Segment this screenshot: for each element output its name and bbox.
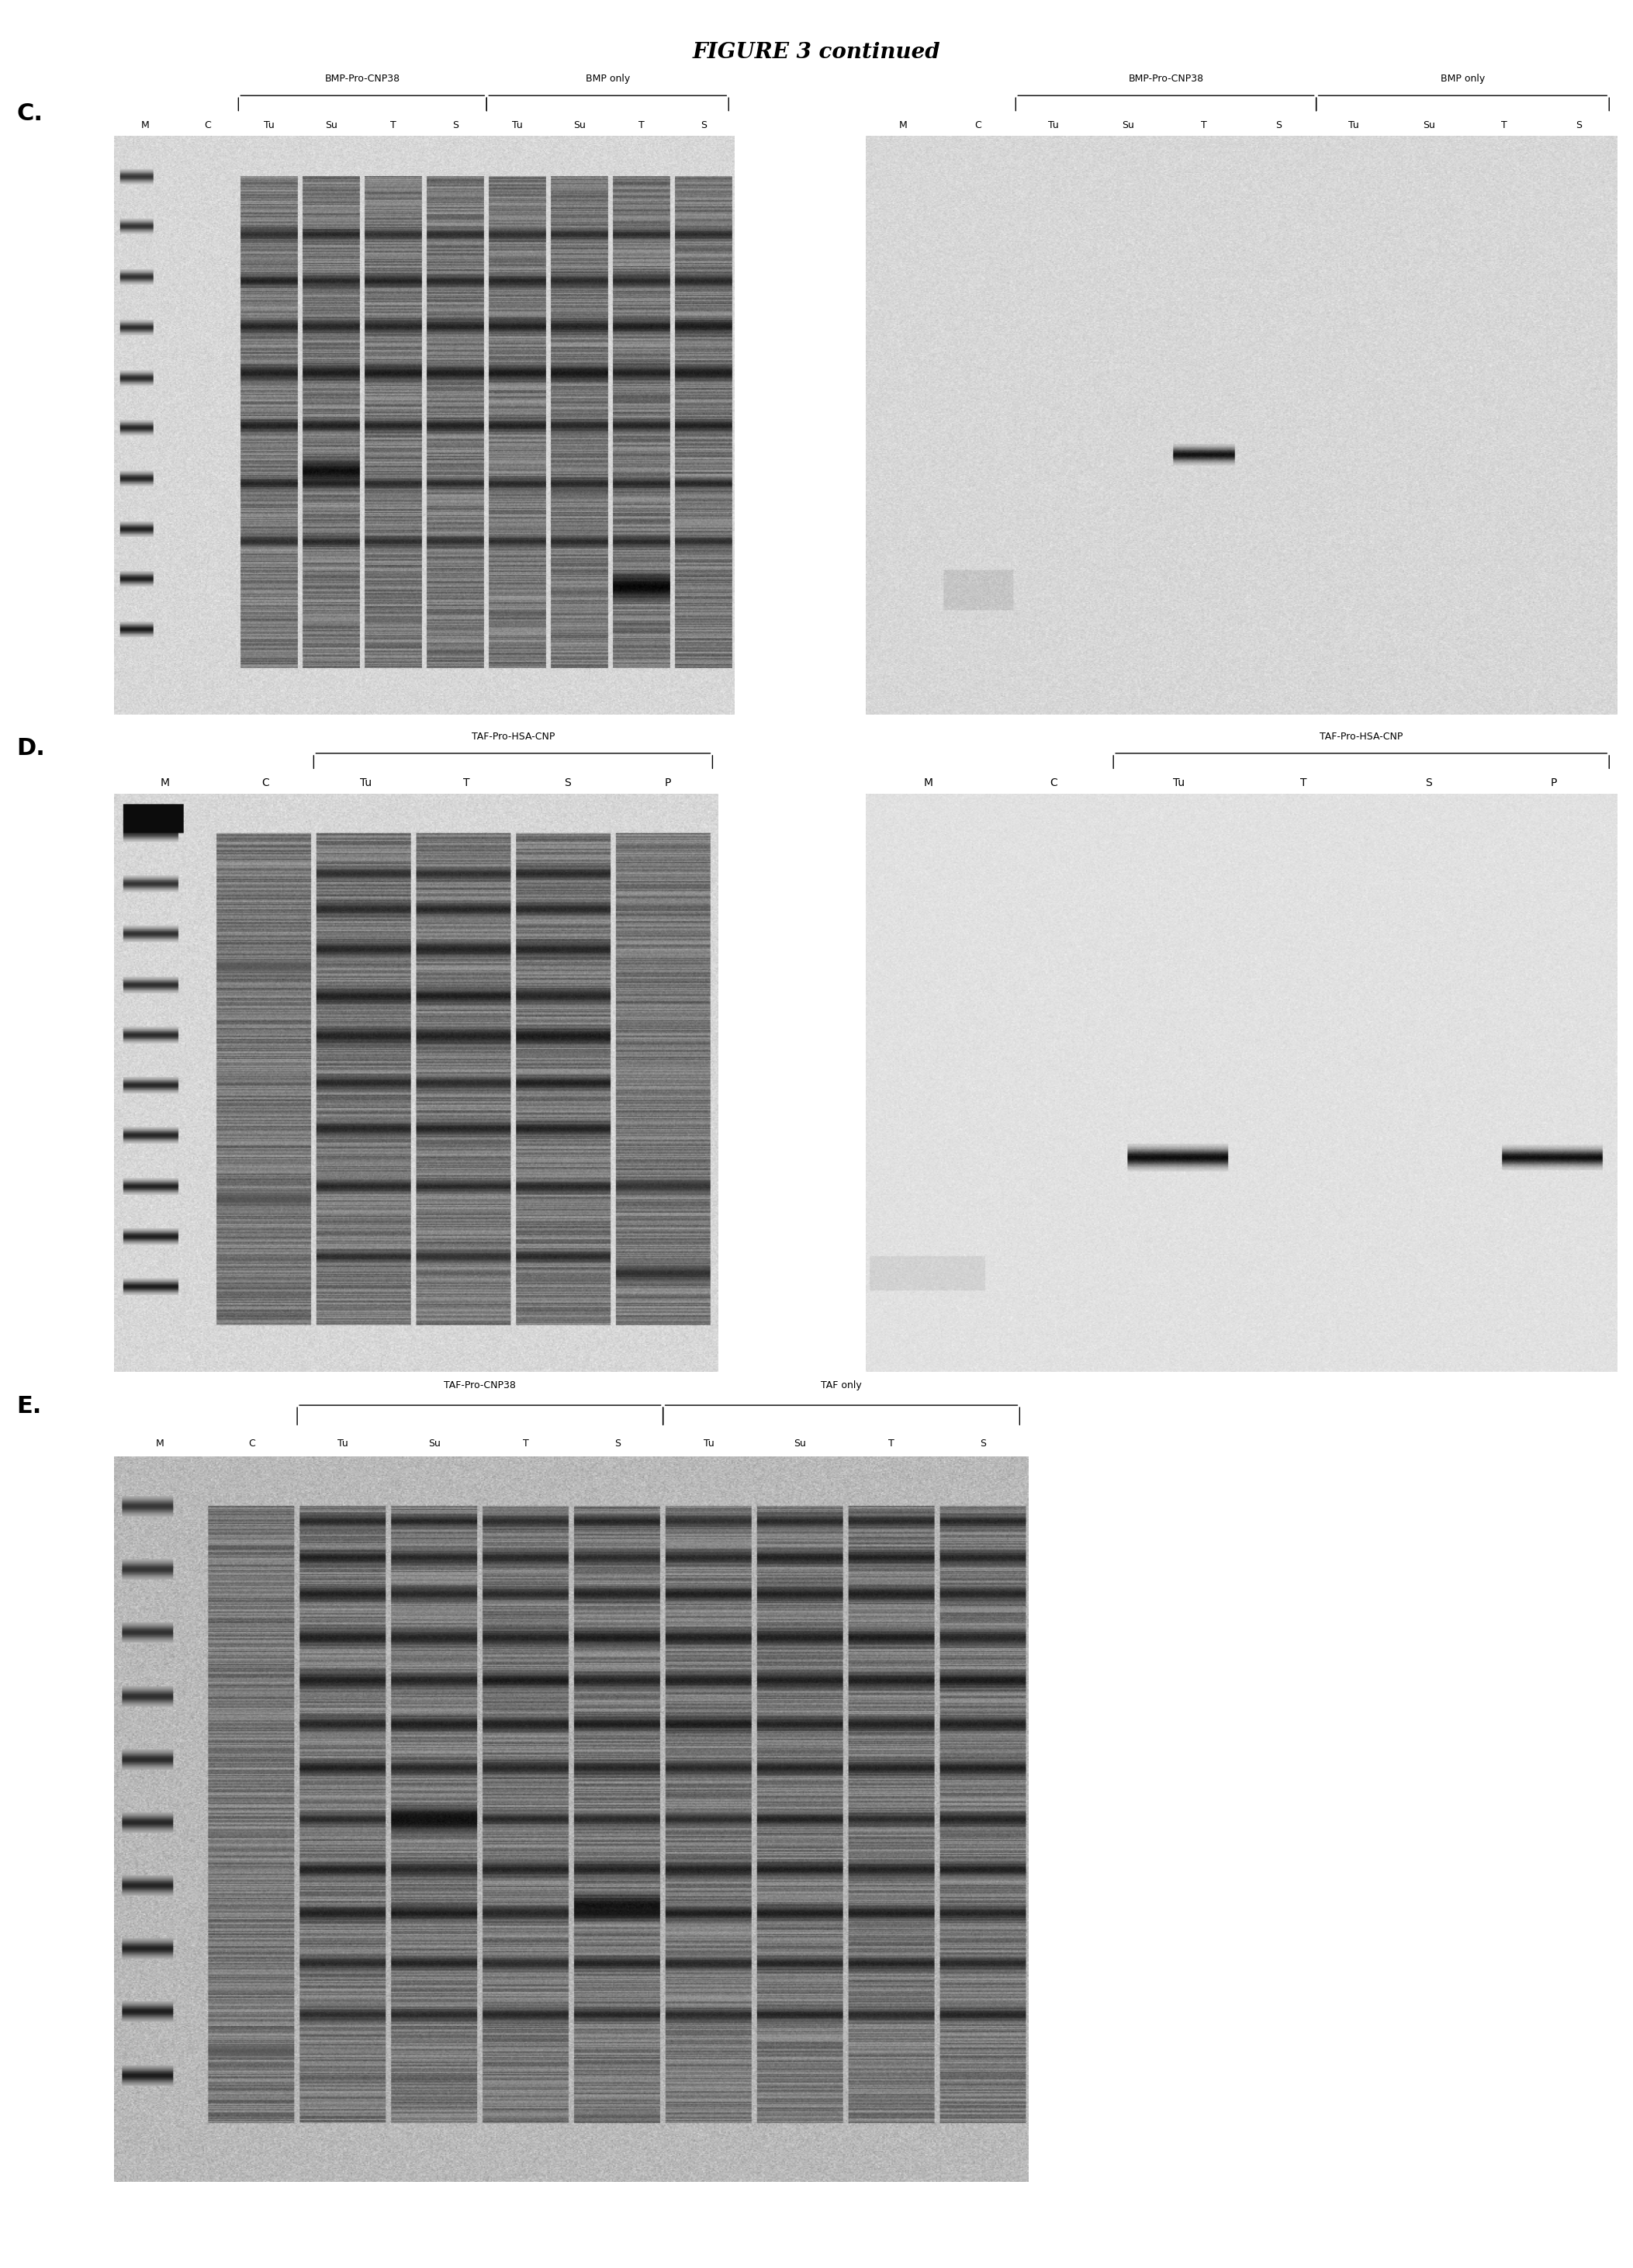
- Text: S: S: [1576, 120, 1582, 129]
- Text: Tu: Tu: [1048, 120, 1058, 129]
- Text: BMP only: BMP only: [1440, 75, 1484, 84]
- Text: T: T: [1501, 120, 1507, 129]
- Text: Tu: Tu: [265, 120, 274, 129]
- Text: D.: D.: [16, 737, 46, 760]
- Text: S: S: [452, 120, 459, 129]
- Text: M: M: [898, 120, 908, 129]
- Text: S: S: [701, 120, 707, 129]
- Text: C: C: [1050, 778, 1057, 787]
- Text: T: T: [1300, 778, 1306, 787]
- Text: S: S: [1275, 120, 1282, 129]
- Text: T: T: [523, 1438, 529, 1449]
- Text: Su: Su: [1422, 120, 1435, 129]
- Text: C: C: [261, 778, 269, 787]
- Text: Su: Su: [794, 1438, 807, 1449]
- Text: C: C: [204, 120, 211, 129]
- Text: T: T: [1200, 120, 1207, 129]
- Text: Tu: Tu: [1172, 778, 1184, 787]
- Text: P: P: [1551, 778, 1558, 787]
- Text: Su: Su: [428, 1438, 441, 1449]
- Text: Su: Su: [325, 120, 338, 129]
- Text: Tu: Tu: [1349, 120, 1359, 129]
- Text: M: M: [160, 778, 170, 787]
- Text: S: S: [1426, 778, 1432, 787]
- Text: BMP-Pro-CNP38: BMP-Pro-CNP38: [1128, 75, 1204, 84]
- Text: M: M: [923, 778, 932, 787]
- Text: S: S: [980, 1438, 986, 1449]
- Text: TAF-Pro-HSA-CNP: TAF-Pro-HSA-CNP: [1319, 733, 1403, 742]
- Text: FIGURE 3 continued: FIGURE 3 continued: [692, 41, 941, 64]
- Text: C.: C.: [16, 102, 42, 125]
- Text: E.: E.: [16, 1395, 41, 1418]
- Text: Tu: Tu: [361, 778, 372, 787]
- Text: BMP only: BMP only: [586, 75, 630, 84]
- Text: BMP-Pro-CNP38: BMP-Pro-CNP38: [325, 75, 400, 84]
- Text: TAF only: TAF only: [821, 1381, 862, 1390]
- Text: Tu: Tu: [513, 120, 523, 129]
- Text: Su: Su: [1122, 120, 1135, 129]
- Text: T: T: [390, 120, 397, 129]
- Text: S: S: [563, 778, 572, 787]
- Text: P: P: [665, 778, 671, 787]
- Text: TAF-Pro-CNP38: TAF-Pro-CNP38: [444, 1381, 516, 1390]
- Text: T: T: [888, 1438, 895, 1449]
- Text: T: T: [639, 120, 645, 129]
- Text: T: T: [464, 778, 470, 787]
- Text: TAF-Pro-HSA-CNP: TAF-Pro-HSA-CNP: [472, 733, 555, 742]
- Text: M: M: [140, 120, 150, 129]
- Text: C: C: [975, 120, 981, 129]
- Text: Tu: Tu: [338, 1438, 348, 1449]
- Text: C: C: [248, 1438, 255, 1449]
- Text: Su: Su: [573, 120, 586, 129]
- Text: Tu: Tu: [704, 1438, 714, 1449]
- Text: S: S: [614, 1438, 621, 1449]
- Text: M: M: [155, 1438, 165, 1449]
